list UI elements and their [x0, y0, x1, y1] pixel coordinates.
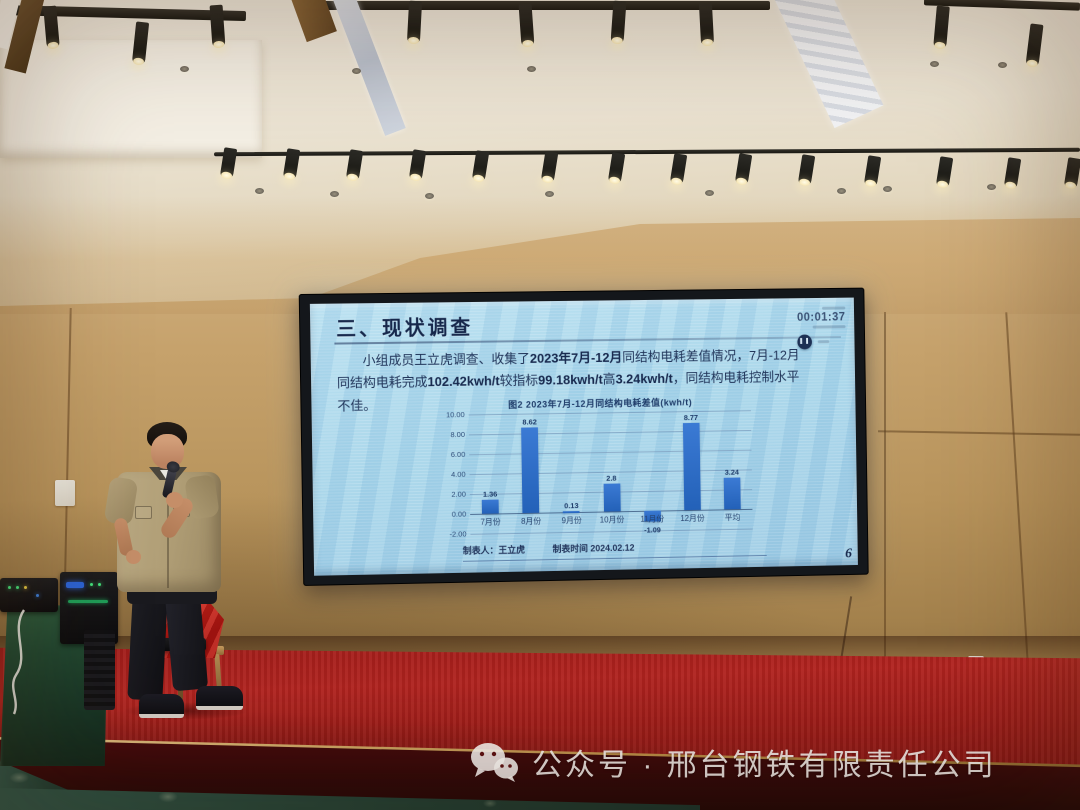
- chart-gridline: [469, 449, 752, 456]
- bar-value-label: 8.77: [683, 413, 699, 423]
- bar-value-label: 3.24: [724, 467, 740, 477]
- slide-page-number: 6: [845, 546, 853, 562]
- chart-gridline: [470, 528, 753, 535]
- paragraph-segment: 99.18kwh/t: [538, 372, 603, 388]
- x-axis-category-label: 10月份: [599, 515, 625, 525]
- chart-bar: [603, 483, 621, 512]
- y-axis-tick-label: 4.00: [451, 469, 466, 479]
- white-cable: [11, 609, 26, 715]
- led-screen: 三、现状调查 小组成员王立虎调查、收集了2023年7月-12月同结构电耗差值情况…: [298, 287, 869, 586]
- wechat-icon: [471, 743, 518, 782]
- watermark: 公众号 · 邢台钢铁有限责任公司: [468, 740, 997, 784]
- x-axis-category-label: 平均: [724, 513, 741, 523]
- watermark-text: 公众号 · 邢台钢铁有限责任公司: [532, 749, 997, 782]
- bar-value-label: 1.36: [482, 489, 498, 500]
- recessed-light: [883, 186, 892, 192]
- recessed-light: [255, 188, 264, 194]
- recording-timer: 00:01:37 ❚❚: [797, 305, 846, 350]
- recessed-light: [705, 190, 714, 196]
- x-axis-category-label: 12月份: [680, 513, 705, 524]
- audio-mixer: [0, 578, 58, 612]
- presenter-shoe: [196, 686, 243, 710]
- recessed-light: [837, 188, 846, 194]
- y-axis-tick-label: 2.00: [451, 489, 466, 499]
- presenter: [95, 420, 255, 720]
- recessed-light: [180, 66, 189, 72]
- spotlight-glow: [346, 172, 359, 182]
- spotlight-glow: [670, 176, 683, 186]
- paragraph-segment: 小组成员王立虎调查、收集了: [362, 350, 531, 369]
- ceiling-spotlight: [406, 0, 423, 45]
- bar-chart: 图2 2023年7月-12月同结构电耗差值(kwh/t) 10.00 8.00 6.…: [433, 394, 769, 570]
- recessed-light: [352, 68, 361, 74]
- chart-bar: [682, 423, 701, 511]
- recessed-light: [545, 191, 554, 197]
- x-axis-category-label: 11月份: [640, 514, 665, 524]
- chart-bar: [481, 499, 499, 514]
- ceiling-recess-panel: [0, 40, 262, 158]
- recessed-light: [425, 193, 434, 199]
- x-axis-category-label: 7月份: [480, 517, 501, 527]
- timer-decoration: [812, 325, 846, 329]
- bar-value-label: 2.8: [606, 473, 617, 483]
- bar-value-label: 8.62: [522, 417, 537, 427]
- chart-date: 制表时间 2024.02.12: [552, 542, 635, 555]
- chart-bar: [521, 427, 540, 513]
- recessed-light: [330, 191, 339, 197]
- chart-gridline: [468, 429, 752, 436]
- paragraph-segment: 102.42kwh/t: [427, 373, 500, 390]
- paragraph-segment: 高: [602, 372, 616, 388]
- timer-time: 00:01:37: [796, 311, 846, 324]
- paragraph-segment: 3.24kwh/t: [615, 371, 673, 387]
- shirt-pocket: [135, 506, 152, 519]
- presenter-leg: [127, 595, 168, 701]
- stage-speaker: [84, 630, 115, 710]
- recessed-light: [998, 62, 1007, 68]
- bar-value-label: 0.13: [564, 500, 579, 510]
- wall-switch-plate: [55, 480, 75, 506]
- x-axis-category-label: 9月份: [561, 515, 582, 526]
- bar-value-label: -1.09: [644, 525, 661, 535]
- chart-maker: 制表人：王立虎: [462, 544, 526, 556]
- recessed-light: [527, 66, 536, 72]
- screen-bezel: 三、现状调查 小组成员王立虎调查、收集了2023年7月-12月同结构电耗差值情况…: [298, 287, 869, 586]
- paragraph-segment: 2023年7月-12月: [529, 349, 623, 366]
- presenter-shoe: [139, 694, 184, 718]
- chart-footer: 制表人：王立虎 制表时间 2024.02.12: [462, 538, 767, 562]
- spotlight-glow: [1004, 180, 1017, 190]
- y-axis-tick-label: 6.00: [450, 449, 466, 460]
- chart-bar: [723, 477, 741, 510]
- recessed-light: [987, 184, 996, 190]
- wall-seam: [884, 312, 886, 664]
- ceiling-spotlight: [698, 2, 715, 47]
- y-axis-tick-label: 10.00: [445, 410, 465, 420]
- light-track-rail: [300, 1, 770, 10]
- slide-title: 三、现状调查: [336, 316, 474, 341]
- recessed-light: [930, 61, 939, 67]
- paragraph-segment: 较指标: [499, 373, 539, 389]
- presenter-hand: [126, 550, 141, 564]
- chart-plot: 10.00 8.00 6.00 4.00 2.00 0.00 -2.00 1.36 7月份 8.6…: [446, 410, 753, 539]
- timer-decoration: [822, 306, 846, 310]
- presentation-slide: 三、现状调查 小组成员王立虎调查、收集了2023年7月-12月同结构电耗差值情况…: [309, 297, 858, 576]
- presenter-hand: [166, 492, 183, 508]
- y-axis-tick-label: -2.00: [449, 529, 467, 539]
- pause-button[interactable]: ❚❚: [797, 334, 813, 350]
- y-axis-tick-label: 0.00: [451, 509, 467, 519]
- x-axis-category-label: 8月份: [521, 516, 542, 526]
- y-axis-tick-label: 8.00: [450, 429, 466, 440]
- chart-bar: [563, 510, 580, 513]
- chart-gridline: [468, 410, 751, 416]
- presenter-leg: [164, 590, 209, 692]
- timer-decoration: [817, 340, 830, 344]
